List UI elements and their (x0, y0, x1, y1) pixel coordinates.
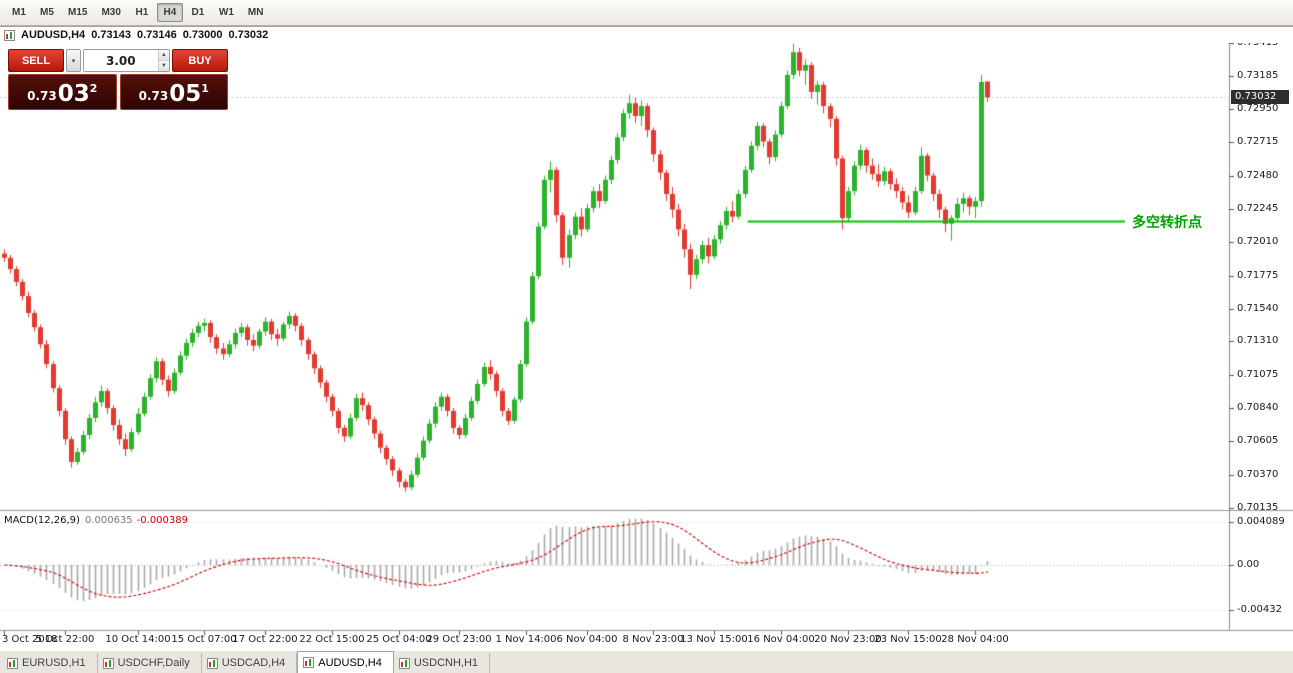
mini-chart-icon (206, 657, 218, 669)
volume-field: ▲ ▼ (83, 49, 170, 72)
chart-tab-audusd-h4[interactable]: AUDUSD,H4 (297, 651, 394, 673)
mini-chart-icon (102, 657, 114, 669)
sell-price-quote[interactable]: 0.73 03 2 (8, 74, 117, 110)
chart-tab-label: EURUSD,H1 (22, 657, 86, 669)
chevron-down-icon: ▾ (71, 57, 76, 65)
bid-price-prefix: 0.73 (27, 89, 57, 103)
timeframe-button-m5[interactable]: M5 (34, 3, 60, 22)
timeframe-button-h1[interactable]: H1 (129, 3, 155, 22)
chart-title: AUDUSD,H4 0.73143 0.73146 0.73000 0.7303… (0, 27, 1293, 43)
bid-price-pip: 2 (89, 82, 98, 95)
volume-spinner: ▲ ▼ (157, 50, 169, 71)
price-chart-canvas[interactable] (0, 43, 1293, 651)
mini-chart-icon (398, 657, 410, 669)
one-click-trading-panel: SELL ▾ ▲ ▼ BUY 0.73 03 2 0.73 05 1 (8, 49, 228, 110)
chart-tab-label: USDCAD,H4 (221, 657, 286, 669)
volume-dropdown-button[interactable]: ▾ (66, 49, 81, 72)
buy-price-quote[interactable]: 0.73 05 1 (119, 74, 228, 110)
timeframe-toolbar: M1 M5 M15 M30 H1 H4 D1 W1 MN (0, 0, 1293, 26)
ask-price-prefix: 0.73 (138, 89, 169, 103)
bid-price-big: 03 (57, 81, 90, 108)
chart-tab-usdcad-h4[interactable]: USDCAD,H4 (202, 653, 298, 673)
mini-chart-icon (7, 657, 18, 669)
timeframe-button-mn[interactable]: MN (242, 3, 270, 22)
chart-title-high: 0.73146 (136, 29, 177, 41)
ask-price-big: 05 (169, 81, 202, 108)
timeframe-button-w1[interactable]: W1 (213, 3, 240, 22)
volume-increase-button[interactable]: ▲ (158, 50, 169, 61)
timeframe-button-m30[interactable]: M30 (95, 3, 126, 22)
chart-title-low: 0.73000 (182, 29, 223, 41)
volume-input[interactable] (84, 50, 158, 71)
chart-title-symbol: AUDUSD,H4 (21, 29, 86, 41)
chart-tabs-bar: EURUSD,H1 USDCHF,Daily USDCAD,H4 AUDUSD,H4 U… (0, 651, 1293, 673)
chart-tab-label: USDCNH,H1 (413, 657, 479, 669)
ask-price-pip: 1 (201, 82, 209, 95)
chart-tab-eurusd-h1[interactable]: EURUSD,H1 (2, 653, 98, 673)
timeframe-button-m1[interactable]: M1 (6, 3, 32, 22)
mini-chart-icon (303, 657, 315, 668)
sell-button[interactable]: SELL (8, 49, 64, 72)
chart-tab-usdchf-daily[interactable]: USDCHF,Daily (98, 653, 202, 673)
timeframe-button-m15[interactable]: M15 (62, 3, 93, 22)
timeframe-button-d1[interactable]: D1 (185, 3, 211, 22)
volume-decrease-button[interactable]: ▼ (158, 61, 169, 71)
timeframe-button-h4[interactable]: H4 (156, 3, 183, 22)
candlestick-chart-icon (4, 29, 15, 41)
chart-tab-label: USDCHF,Daily (117, 657, 190, 669)
chart-window: AUDUSD,H4 0.73143 0.73146 0.73000 0.7303… (0, 26, 1293, 651)
chart-title-open: 0.73143 (91, 29, 131, 41)
chart-tab-usdcnh-h1[interactable]: USDCNH,H1 (394, 653, 491, 673)
chart-title-close: 0.73032 (228, 29, 269, 41)
chart-tab-label: AUDUSD,H4 (318, 656, 382, 669)
buy-button[interactable]: BUY (172, 49, 228, 72)
